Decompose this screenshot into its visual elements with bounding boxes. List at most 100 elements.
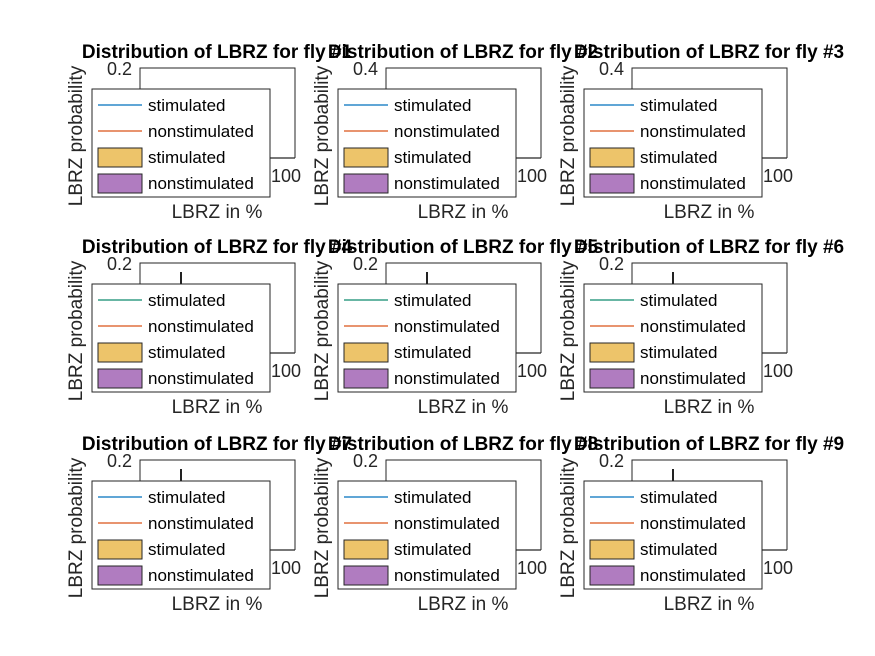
subplot-1: 0.2 100 LBRZ probability LBRZ in % stimulate… xyxy=(66,42,353,223)
y-axis-label: LBRZ probability xyxy=(66,65,87,206)
legend-entry-label: stimulated xyxy=(640,488,717,507)
x-axis-label: LBRZ in % xyxy=(418,397,509,418)
chart-title: Distribution of LBRZ for fly #3 xyxy=(574,42,844,63)
legend-entry-label: stimulated xyxy=(640,343,717,362)
y-axis-label: LBRZ probability xyxy=(66,260,87,401)
legend-patch-swatch xyxy=(343,342,389,363)
legend: stimulated nonstimulated stimulated nonstim… xyxy=(337,480,517,590)
chart-title: Distribution of LBRZ for fly #1 xyxy=(82,42,353,63)
x-axis-label: LBRZ in % xyxy=(664,202,755,223)
legend-patch-swatch xyxy=(589,173,635,194)
subplot-3: 0.4 100 LBRZ probability LBRZ in % stimulate… xyxy=(558,42,844,223)
chart-title: Distribution of LBRZ for fly #8 xyxy=(328,434,598,455)
y-tick-label: 0.2 xyxy=(107,59,132,79)
legend-patch-swatch xyxy=(589,147,635,168)
x-tick-label: 100 xyxy=(763,558,793,578)
legend-entry-label: nonstimulated xyxy=(640,317,746,336)
legend-patch-swatch xyxy=(343,565,389,586)
subplot-8: 0.2 100 LBRZ probability LBRZ in % stimulate… xyxy=(312,434,598,615)
legend-entry-label: nonstimulated xyxy=(640,369,746,388)
legend-patch-swatch xyxy=(343,147,389,168)
x-tick-label: 100 xyxy=(517,558,547,578)
chart-title: Distribution of LBRZ for fly #4 xyxy=(82,237,353,258)
x-tick-label: 100 xyxy=(517,166,547,186)
x-axis-label: LBRZ in % xyxy=(664,594,755,615)
legend-entry-label: nonstimulated xyxy=(394,514,500,533)
legend-entry-label: stimulated xyxy=(394,343,471,362)
legend-entry-label: stimulated xyxy=(640,291,717,310)
y-tick-label: 0.2 xyxy=(599,451,624,471)
legend-entry-label: stimulated xyxy=(640,96,717,115)
legend-entry-label: stimulated xyxy=(394,488,471,507)
legend-entry-label: stimulated xyxy=(394,148,471,167)
chart-title: Distribution of LBRZ for fly #9 xyxy=(574,434,844,455)
legend-patch-swatch xyxy=(343,368,389,389)
y-axis-label: LBRZ probability xyxy=(312,260,333,401)
legend-entry-label: nonstimulated xyxy=(640,122,746,141)
legend-entry-label: nonstimulated xyxy=(148,566,254,585)
subplot-6: 0.2 100 LBRZ probability LBRZ in % stimulate… xyxy=(558,237,844,418)
legend-patch-swatch xyxy=(343,539,389,560)
y-tick-label: 0.2 xyxy=(599,254,624,274)
legend-patch-swatch xyxy=(97,147,143,168)
legend-entry-label: nonstimulated xyxy=(640,174,746,193)
legend: stimulated nonstimulated stimulated nonstim… xyxy=(91,88,271,198)
y-axis-label: LBRZ probability xyxy=(312,457,333,598)
legend-entry-label: nonstimulated xyxy=(394,369,500,388)
legend-patch-swatch xyxy=(97,539,143,560)
legend-entry-label: stimulated xyxy=(148,343,225,362)
legend-entry-label: stimulated xyxy=(148,148,225,167)
legend: stimulated nonstimulated stimulated nonstim… xyxy=(583,88,763,198)
legend: stimulated nonstimulated stimulated nonstim… xyxy=(337,88,517,198)
legend: stimulated nonstimulated stimulated nonstim… xyxy=(91,283,271,393)
legend-patch-swatch xyxy=(97,173,143,194)
y-axis-label: LBRZ probability xyxy=(558,65,579,206)
subplot-4: 0.2 100 LBRZ probability LBRZ in % stimulate… xyxy=(66,237,353,418)
legend-entry-label: stimulated xyxy=(640,148,717,167)
y-axis-label: LBRZ probability xyxy=(312,65,333,206)
y-tick-label: 0.4 xyxy=(353,59,378,79)
y-tick-label: 0.4 xyxy=(599,59,624,79)
legend-entry-label: stimulated xyxy=(148,96,225,115)
legend-patch-swatch xyxy=(97,342,143,363)
x-axis-label: LBRZ in % xyxy=(418,594,509,615)
x-tick-label: 100 xyxy=(271,166,301,186)
legend-entry-label: stimulated xyxy=(394,540,471,559)
legend: stimulated nonstimulated stimulated nonstim… xyxy=(91,480,271,590)
chart-title: Distribution of LBRZ for fly #7 xyxy=(82,434,352,455)
legend-entry-label: nonstimulated xyxy=(148,514,254,533)
y-tick-label: 0.2 xyxy=(107,451,132,471)
x-axis-label: LBRZ in % xyxy=(172,397,263,418)
chart-title: Distribution of LBRZ for fly #6 xyxy=(574,237,844,258)
y-axis-label: LBRZ probability xyxy=(558,457,579,598)
subplot-9: 0.2 100 LBRZ probability LBRZ in % stimulate… xyxy=(558,434,844,615)
legend-entry-label: nonstimulated xyxy=(148,369,254,388)
legend-entry-label: nonstimulated xyxy=(640,566,746,585)
y-tick-label: 0.2 xyxy=(353,254,378,274)
legend-patch-swatch xyxy=(589,368,635,389)
legend: stimulated nonstimulated stimulated nonstim… xyxy=(337,283,517,393)
x-axis-label: LBRZ in % xyxy=(418,202,509,223)
subplot-7: 0.2 100 LBRZ probability LBRZ in % stimulate… xyxy=(66,434,352,615)
legend: stimulated nonstimulated stimulated nonstim… xyxy=(583,480,763,590)
x-axis-label: LBRZ in % xyxy=(172,202,263,223)
legend-patch-swatch xyxy=(97,565,143,586)
x-axis-label: LBRZ in % xyxy=(172,594,263,615)
x-tick-label: 100 xyxy=(763,361,793,381)
y-tick-label: 0.2 xyxy=(353,451,378,471)
legend-entry-label: stimulated xyxy=(640,540,717,559)
legend-entry-label: nonstimulated xyxy=(148,317,254,336)
y-tick-label: 0.2 xyxy=(107,254,132,274)
legend-entry-label: stimulated xyxy=(148,291,225,310)
legend-entry-label: nonstimulated xyxy=(394,122,500,141)
legend-patch-swatch xyxy=(97,368,143,389)
legend-patch-swatch xyxy=(589,539,635,560)
legend-entry-label: nonstimulated xyxy=(148,122,254,141)
subplot-5: 0.2 100 LBRZ probability LBRZ in % stimulate… xyxy=(312,237,599,418)
chart-title: Distribution of LBRZ for fly #2 xyxy=(328,42,598,63)
legend-patch-swatch xyxy=(343,173,389,194)
x-tick-label: 100 xyxy=(271,361,301,381)
y-axis-label: LBRZ probability xyxy=(558,260,579,401)
x-axis-label: LBRZ in % xyxy=(664,397,755,418)
